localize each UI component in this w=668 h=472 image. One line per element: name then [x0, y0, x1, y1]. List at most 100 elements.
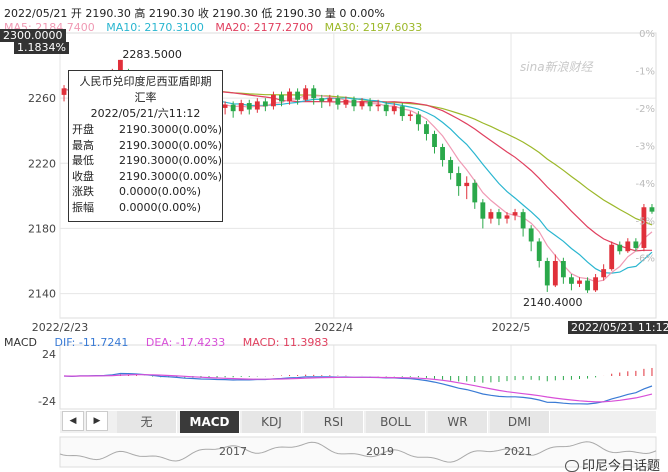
- info-vol-label: 量: [324, 7, 336, 20]
- macd-value: MACD: 11.3983: [242, 336, 329, 349]
- overview-box: [59, 436, 657, 468]
- tooltip-value: 2190.3000(0.00%): [118, 138, 222, 152]
- candle-body: [464, 182, 470, 187]
- info-open: 2190.30: [85, 7, 131, 20]
- candle-body: [544, 261, 550, 286]
- ma20-label: MA20: 2177.2700: [215, 21, 314, 34]
- dea-line: [63, 374, 653, 403]
- candle-body: [496, 212, 502, 219]
- info-high: 2190.30: [148, 7, 195, 20]
- candle-body: [279, 94, 284, 102]
- info-pct: 0.00%: [349, 7, 385, 20]
- candle-body: [415, 114, 421, 125]
- macd-border: [59, 344, 657, 410]
- candle-body: [577, 280, 582, 284]
- candle-body: [617, 244, 623, 252]
- tooltip-key: 振幅: [72, 200, 94, 214]
- tooltip-key: 开盘: [72, 123, 94, 136]
- info-low: 2190.30: [275, 7, 322, 20]
- candle-body: [641, 207, 647, 248]
- candle-body: [512, 212, 518, 216]
- tooltip-datetime: 2022/05/21/六11:12: [90, 107, 201, 120]
- wechat-watermark: 印尼今日话题: [564, 455, 660, 472]
- candle-body: [504, 215, 510, 219]
- tooltip-row: 收盘 2190.3000(0.00%): [72, 169, 222, 185]
- candle-body: [117, 59, 123, 74]
- tooltip-value: 2190.3000(0.00%): [118, 169, 222, 183]
- info-close: 2190.30: [212, 7, 258, 20]
- max-annotation: 2283.5000: [122, 48, 181, 61]
- y-tick-label: 2220: [28, 157, 56, 170]
- y-tick-label: 2180: [28, 222, 56, 235]
- candle-body: [399, 106, 405, 117]
- y-right-tick-label: -6%: [636, 254, 655, 265]
- info-low-label: 低: [261, 7, 273, 20]
- candle-body: [391, 106, 397, 112]
- prev-button[interactable]: ◀: [62, 411, 84, 431]
- axis-labels: 2260 2220 2180 2140 0% -1% -2% -3% -4% -5% -6% 2022…: [28, 29, 655, 334]
- tooltip-key: 最低: [72, 154, 94, 167]
- tab-kdj[interactable]: KDJ: [242, 411, 302, 433]
- candle-body: [552, 261, 558, 286]
- tab-wr[interactable]: WR: [428, 411, 488, 433]
- y-right-tick-label: -5%: [636, 216, 655, 227]
- candle-body: [351, 99, 357, 107]
- candle-body: [480, 202, 486, 219]
- macd-dea: DEA: -17.4233: [145, 336, 226, 349]
- candle-body: [311, 88, 317, 99]
- candle-body: [536, 241, 542, 261]
- tooltip-row: 振幅 0.0000(0.00%): [72, 200, 222, 216]
- tooltip-title-line1: 人民币兑印度尼西亚盾即期: [79, 75, 212, 88]
- tooltip-value: 0.0000(0.00%): [118, 200, 202, 214]
- candle-body: [246, 103, 252, 110]
- tooltip-title: 人民币兑印度尼西亚盾即期 汇率 2022/05/21/六11:12: [69, 71, 222, 122]
- overview-year-label: 2017: [219, 445, 247, 458]
- y-tick-label: 2260: [28, 92, 56, 105]
- info-close-label: 收: [197, 7, 209, 20]
- watermark-text: 印尼今日话题: [581, 459, 660, 472]
- macd-title: MACD: [4, 336, 37, 349]
- info-vol: 0: [339, 7, 347, 20]
- candle-body: [625, 241, 631, 252]
- tab-boll[interactable]: BOLL: [366, 411, 426, 433]
- macd-dif: DIF: -11.7241: [54, 336, 129, 349]
- overview-year-label: 2019: [366, 445, 394, 458]
- candle-body: [335, 98, 341, 105]
- candle-body: [424, 124, 429, 134]
- candle-body: [222, 104, 228, 108]
- y-right-tick-label: -2%: [636, 104, 655, 115]
- sina-logo: sina新浪财经: [520, 60, 593, 74]
- min-annotation: 2140.4000: [523, 296, 583, 309]
- tab-dmi[interactable]: DMI: [490, 411, 550, 433]
- macd-legend: MACD DIF: -11.7241 DEA: -17.4233 MACD: 1…: [4, 336, 342, 349]
- overview-strip: 2017 2019 2021: [59, 436, 657, 468]
- candle-body: [61, 88, 67, 95]
- tooltip-row: 涨跌 0.0000(0.00%): [72, 184, 222, 200]
- next-button[interactable]: ▶: [86, 411, 108, 431]
- candle-body: [609, 244, 615, 270]
- axis-top-pct: 1.1834%: [17, 41, 66, 54]
- y-tick-label: 2140: [28, 288, 56, 301]
- y-right-tick-label: -3%: [636, 141, 655, 152]
- tooltip-value: 2190.3000(0.00%): [118, 123, 222, 136]
- candle-body: [456, 173, 462, 187]
- overview-line: [59, 441, 657, 463]
- y-right-tick-label: -4%: [636, 179, 655, 190]
- info-date: 2022/05/21: [4, 7, 68, 20]
- candle-body: [230, 104, 236, 112]
- tab-none[interactable]: 无: [117, 411, 177, 433]
- candle-body: [343, 99, 349, 105]
- candle-body: [585, 280, 590, 291]
- candle-body: [295, 91, 301, 100]
- tab-macd[interactable]: MACD: [180, 411, 240, 433]
- tooltip-key: 最高: [72, 138, 94, 152]
- wechat-icon: [564, 460, 579, 472]
- candle-body: [520, 212, 526, 229]
- candle-body: [432, 133, 437, 147]
- tooltip-table: 开盘 2190.3000(0.00%) 最高 2190.3000(0.00%) 最低…: [72, 122, 222, 215]
- tab-rsi[interactable]: RSI: [304, 411, 364, 433]
- candle-body: [262, 101, 268, 107]
- candle-body: [287, 91, 292, 102]
- x-tick-label: 2022/4: [314, 321, 353, 334]
